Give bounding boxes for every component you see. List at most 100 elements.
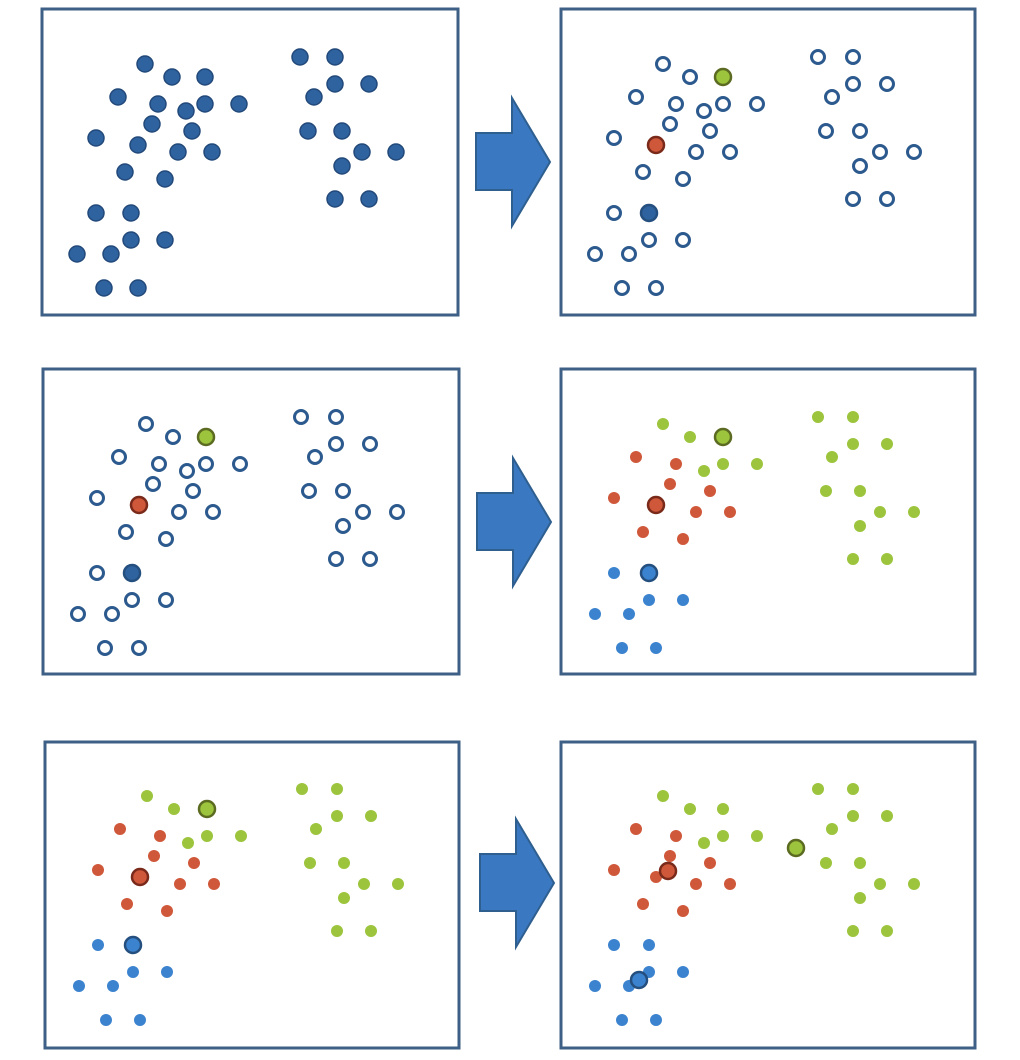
point: [812, 783, 824, 795]
point: [881, 438, 893, 450]
point: [847, 783, 859, 795]
point: [704, 485, 716, 497]
point: [854, 857, 866, 869]
panel: [41, 367, 461, 676]
point: [307, 449, 323, 465]
point: [168, 803, 180, 815]
point: [151, 456, 167, 472]
point: [111, 449, 127, 465]
point: [621, 246, 637, 262]
point: [92, 864, 104, 876]
point: [670, 830, 682, 842]
point: [107, 980, 119, 992]
point: [682, 69, 698, 85]
point: [89, 565, 105, 581]
point: [122, 204, 140, 222]
point: [698, 465, 710, 477]
point: [854, 520, 866, 532]
point: [688, 144, 704, 160]
panel: [559, 367, 977, 676]
point: [847, 925, 859, 937]
point: [196, 95, 214, 113]
point: [643, 594, 655, 606]
centroid: [639, 563, 659, 583]
point: [826, 451, 838, 463]
point: [89, 490, 105, 506]
point: [637, 526, 649, 538]
point: [874, 878, 886, 890]
point: [824, 89, 840, 105]
point: [310, 823, 322, 835]
point: [338, 892, 350, 904]
point: [389, 504, 405, 520]
point: [360, 190, 378, 208]
point: [358, 878, 370, 890]
point: [628, 89, 644, 105]
point: [158, 592, 174, 608]
point: [201, 830, 213, 842]
point: [906, 144, 922, 160]
point: [156, 231, 174, 249]
point: [387, 143, 405, 161]
point: [677, 905, 689, 917]
point: [608, 939, 620, 951]
point: [365, 810, 377, 822]
centroid: [713, 427, 733, 447]
point: [333, 122, 351, 140]
point: [641, 232, 657, 248]
point: [812, 411, 824, 423]
point: [623, 608, 635, 620]
point: [637, 898, 649, 910]
point: [301, 483, 317, 499]
point: [70, 606, 86, 622]
point: [655, 56, 671, 72]
point: [392, 878, 404, 890]
point: [698, 837, 710, 849]
point: [589, 980, 601, 992]
point: [143, 115, 161, 133]
point: [717, 830, 729, 842]
centroid: [713, 67, 733, 87]
point: [668, 96, 684, 112]
point: [109, 88, 127, 106]
point: [826, 823, 838, 835]
centroid: [646, 135, 666, 155]
centroid: [786, 838, 806, 858]
point: [702, 123, 718, 139]
point: [331, 783, 343, 795]
point: [118, 524, 134, 540]
point: [630, 823, 642, 835]
point: [174, 878, 186, 890]
point: [724, 506, 736, 518]
point: [664, 478, 676, 490]
point: [73, 980, 85, 992]
centroid: [123, 935, 143, 955]
point: [177, 102, 195, 120]
point: [650, 642, 662, 654]
point: [845, 49, 861, 65]
point: [156, 170, 174, 188]
point: [881, 810, 893, 822]
point: [161, 966, 173, 978]
point: [127, 966, 139, 978]
point: [163, 68, 181, 86]
point: [95, 279, 113, 297]
point: [365, 925, 377, 937]
point: [675, 171, 691, 187]
panel: [43, 740, 461, 1050]
point: [171, 504, 187, 520]
point: [717, 458, 729, 470]
point: [677, 594, 689, 606]
point: [820, 857, 832, 869]
point: [908, 878, 920, 890]
point: [879, 191, 895, 207]
point: [230, 95, 248, 113]
point: [715, 96, 731, 112]
point: [87, 129, 105, 147]
point: [908, 506, 920, 518]
point: [650, 1014, 662, 1026]
point: [198, 456, 214, 472]
point: [141, 790, 153, 802]
point: [872, 144, 888, 160]
